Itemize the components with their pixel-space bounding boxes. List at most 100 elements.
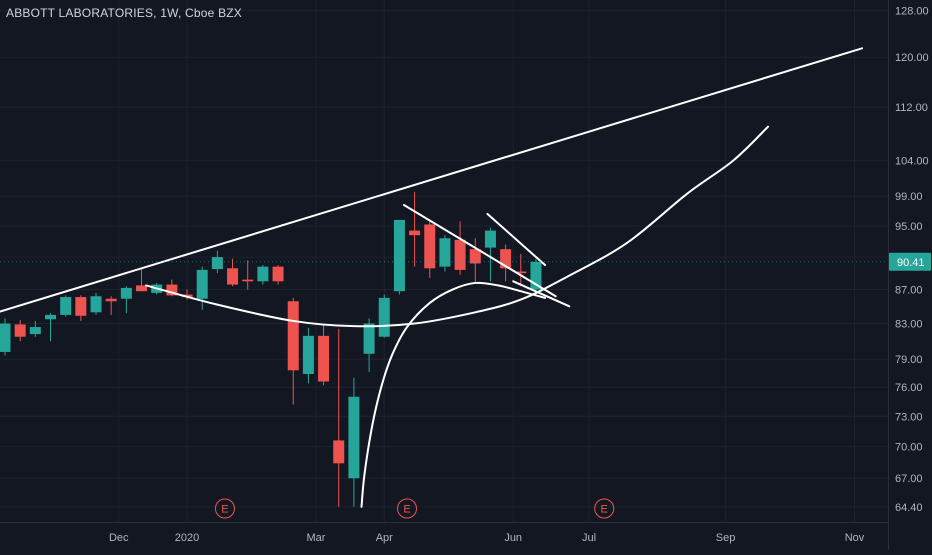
y-tick-label: 70.00 [895,442,923,454]
candle-body [333,440,345,464]
candle [75,295,87,321]
candle-body [393,219,405,292]
candle [105,296,117,315]
y-tick-label: 104.00 [895,156,929,168]
candle [515,253,527,287]
y-tick-label: 87.00 [895,285,923,297]
candle-body [484,230,496,248]
candle [484,227,496,282]
y-tick-label: 83.00 [895,319,923,331]
candle-body [363,323,375,354]
candle [302,327,314,384]
candle-body [136,285,148,292]
upper-trendline [0,47,864,313]
candle-body [196,269,208,299]
candle [45,313,57,342]
candle-body [120,287,132,299]
y-tick-label: 79.00 [895,354,923,366]
candle [393,219,405,295]
drawings [0,47,864,508]
grid-lines [0,0,888,522]
candle-body [409,230,421,236]
candle [454,221,466,275]
y-tick-label: 128.00 [895,6,929,18]
candle-body [0,323,11,352]
earnings-marker-label: E [403,504,410,516]
earnings-marker-circle [397,498,418,519]
right-flag-lower-line [512,280,571,308]
candle [136,269,148,292]
candle [257,265,269,285]
candle [29,320,41,337]
candle-body [469,249,481,264]
last-price-label: 90.41 [897,257,925,269]
y-tick-label: 73.00 [895,411,923,423]
candle [409,191,421,267]
candle-body [105,298,117,302]
candle [120,286,132,314]
candle [500,244,512,282]
y-tick-label: 120.00 [895,52,929,64]
candle-body [302,335,314,375]
y-tick-label: 67.00 [895,473,923,485]
candle [14,320,26,342]
candle [196,266,208,310]
earnings-marker-label: E [221,504,228,516]
candle [90,292,102,315]
candle [0,318,11,356]
candle-body [211,257,223,270]
candle [242,260,254,290]
x-tick-label: Sep [716,532,736,544]
candle-body [348,396,360,479]
y-tick-label: 64.40 [895,502,923,514]
earnings-marker: E [594,498,615,519]
candle-body [227,268,239,285]
earnings-marker-circle [214,498,235,519]
cup-curve [360,281,547,508]
y-tick-label: 95.00 [895,221,923,233]
x-tick-label: Dec [109,532,129,544]
earnings-marker-circle [594,498,615,519]
candle-body [500,249,512,269]
candle [227,258,239,287]
candle [439,235,451,272]
candle-body [272,266,284,282]
y-tick-label: 112.00 [895,102,928,114]
last-price-badge [889,252,931,271]
candle-body [45,314,57,320]
candle [378,294,390,338]
candle-body [166,284,178,296]
x-tick-label: 2020 [175,532,199,544]
candle-body [454,239,466,270]
x-tick-label: Nov [845,532,865,544]
candle [530,258,542,293]
wedge-lower-line [486,212,547,267]
x-tick-label: Jul [582,532,596,544]
x-tick-label: Mar [307,532,326,544]
candle-body [257,266,269,282]
candle-body [424,224,436,269]
candle [469,238,481,283]
candle-body [75,297,87,316]
candle [272,265,284,285]
candle [424,221,436,279]
y-tick-label: 99.00 [895,191,923,203]
candle-body [242,279,254,282]
x-tick-label: Jun [504,532,522,544]
candle-body [29,327,41,335]
earnings-marker: E [397,498,418,519]
x-tick-label: Apr [376,532,393,544]
candle-body [90,296,102,313]
candles [0,191,542,507]
earnings-marker-label: E [601,504,608,516]
chart-title: ABBOTT LABORATORIES, 1W, Cboe BZX [6,6,243,20]
wedge-upper-line [402,204,557,298]
candle [333,328,345,507]
candle-body [439,238,451,267]
candle [287,297,299,405]
candle [348,377,360,507]
